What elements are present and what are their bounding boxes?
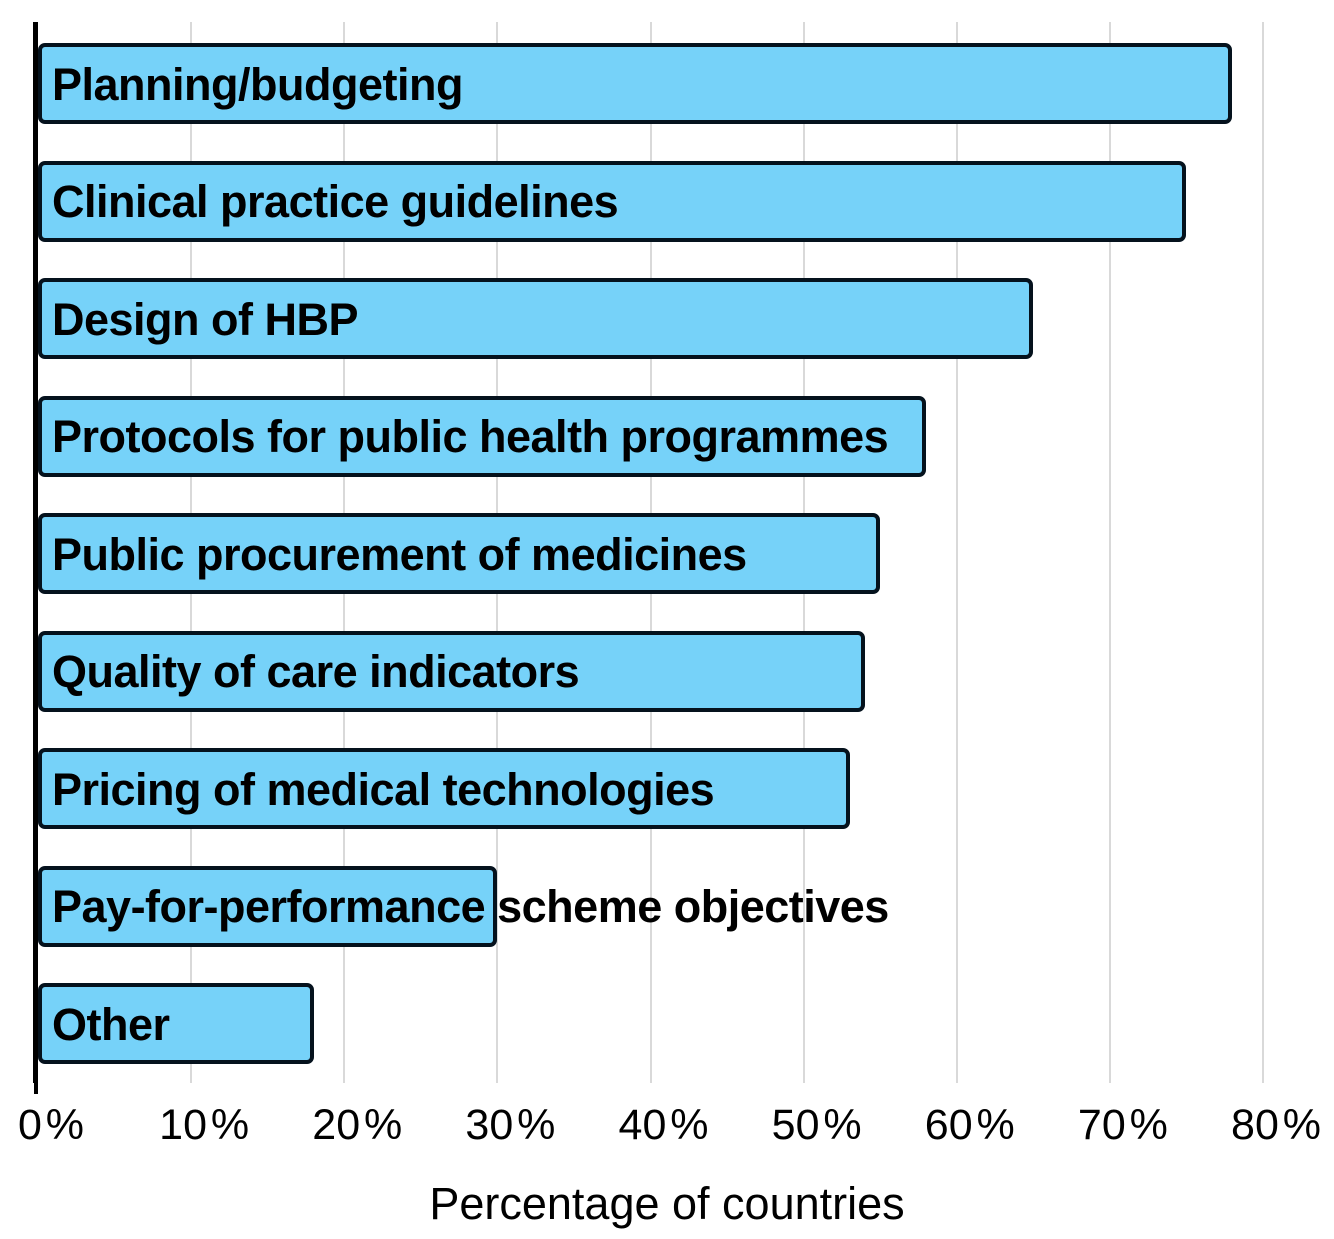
x-tick-label: 10% — [159, 1101, 249, 1150]
bar-label: Other — [52, 998, 170, 1050]
bar — [38, 983, 314, 1064]
bar — [38, 278, 1034, 359]
x-tick-percent-sign: % — [1129, 1101, 1168, 1149]
x-tick-value: 0 — [17, 1101, 42, 1149]
x-axis-zero-tick-mark — [34, 1083, 38, 1094]
x-tick-percent-sign: % — [45, 1101, 85, 1149]
x-tick-label: 80% — [1231, 1101, 1321, 1150]
x-axis-title: Percentage of countries — [429, 1178, 905, 1229]
x-tick-value: 60 — [924, 1101, 973, 1149]
x-tick-label: 60% — [925, 1101, 1015, 1150]
bar-label: Design of HBP — [52, 293, 359, 345]
bar — [38, 748, 850, 829]
x-tick-value: 70 — [1077, 1101, 1126, 1149]
x-tick-percent-sign: % — [517, 1101, 556, 1149]
bar-label: Public procurement of medicines — [52, 528, 747, 580]
x-tick-value: 80 — [1231, 1101, 1279, 1149]
bar-label: Protocols for public health programmes — [52, 411, 889, 462]
bar — [38, 865, 498, 947]
x-tick-label: 50% — [772, 1101, 862, 1150]
x-tick-value: 50 — [771, 1101, 820, 1149]
x-tick-label: 0% — [18, 1101, 84, 1150]
y-axis-line — [33, 22, 38, 1083]
bar — [38, 395, 927, 477]
x-tick-label: 40% — [619, 1101, 709, 1150]
gridline-60 — [955, 22, 958, 1083]
bar-label: Pricing of medical technologies — [52, 763, 715, 815]
x-tick-percent-sign: % — [210, 1101, 250, 1149]
x-tick-label: 70% — [1078, 1101, 1168, 1150]
x-tick-percent-sign: % — [363, 1101, 403, 1149]
bar-label: Quality of care indicators — [52, 646, 580, 697]
bar — [38, 513, 881, 594]
bar-label: Pay-for-performance scheme objectives — [52, 881, 889, 932]
bar-label: Clinical practice guidelines — [52, 176, 619, 227]
x-tick-percent-sign: % — [670, 1101, 709, 1149]
gridline-80 — [1262, 22, 1264, 1083]
x-tick-value: 30 — [465, 1101, 514, 1149]
x-tick-value: 20 — [312, 1101, 361, 1149]
x-tick-value: 40 — [618, 1101, 667, 1149]
x-tick-label: 30% — [465, 1101, 555, 1150]
x-tick-percent-sign: % — [976, 1101, 1015, 1149]
gridline-70 — [1108, 22, 1111, 1083]
x-tick-percent-sign: % — [823, 1101, 862, 1149]
x-tick-percent-sign: % — [1282, 1101, 1321, 1149]
bar — [38, 160, 1187, 242]
x-tick-label: 20% — [312, 1101, 402, 1150]
x-tick-value: 10 — [159, 1101, 207, 1149]
bar — [38, 630, 865, 712]
bar-label: Planning/budgeting — [52, 58, 463, 110]
bar — [38, 43, 1233, 124]
